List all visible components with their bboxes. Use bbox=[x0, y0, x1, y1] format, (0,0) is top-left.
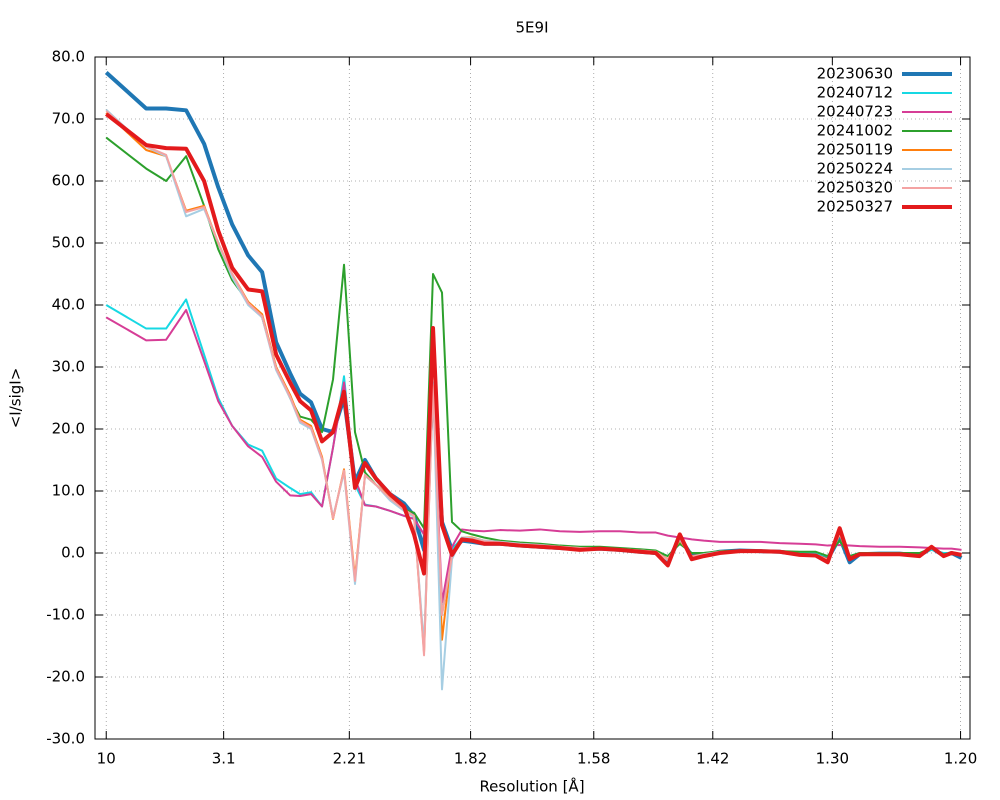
y-tick-label: 30.0 bbox=[52, 358, 85, 376]
series-line bbox=[105, 112, 962, 576]
y-tick-label: 60.0 bbox=[52, 172, 85, 190]
y-tick-label: 0.0 bbox=[61, 544, 85, 562]
y-tick-label: 20.0 bbox=[52, 420, 85, 438]
legend-label: 20240712 bbox=[817, 84, 893, 102]
y-tick-label: -30.0 bbox=[46, 730, 85, 748]
legend-label: 20241002 bbox=[817, 122, 893, 140]
x-tick-label: 1.20 bbox=[944, 750, 977, 768]
x-tick-label: 1.58 bbox=[577, 750, 610, 768]
x-tick-label: 2.21 bbox=[333, 750, 366, 768]
y-tick-label: -20.0 bbox=[46, 668, 85, 686]
x-tick-label: 1.82 bbox=[454, 750, 487, 768]
legend-label: 20240723 bbox=[817, 103, 893, 121]
x-tick-label: 10 bbox=[97, 750, 116, 768]
x-axis-label: Resolution [Å] bbox=[479, 777, 584, 796]
chart-title: 5E9I bbox=[516, 19, 549, 37]
series-line bbox=[105, 308, 962, 604]
legend-label: 20250320 bbox=[817, 179, 893, 197]
plot-frame bbox=[94, 56, 971, 740]
legend-label: 20230630 bbox=[817, 65, 893, 83]
legend-label: 20250224 bbox=[817, 160, 893, 178]
y-tick-label: -10.0 bbox=[46, 606, 85, 624]
y-tick-label: 10.0 bbox=[52, 482, 85, 500]
x-tick-label: 1.42 bbox=[696, 750, 729, 768]
series-line bbox=[105, 298, 962, 616]
legend-label: 20250119 bbox=[817, 141, 893, 159]
legend-label: 20250327 bbox=[817, 198, 893, 216]
y-tick-label: 50.0 bbox=[52, 234, 85, 252]
y-axis-label: <I/sigI> bbox=[7, 368, 25, 429]
y-tick-label: 80.0 bbox=[52, 48, 85, 66]
y-tick-label: 70.0 bbox=[52, 110, 85, 128]
y-tick-label: 40.0 bbox=[52, 296, 85, 314]
x-tick-label: 1.30 bbox=[816, 750, 849, 768]
x-tick-label: 3.1 bbox=[212, 750, 236, 768]
